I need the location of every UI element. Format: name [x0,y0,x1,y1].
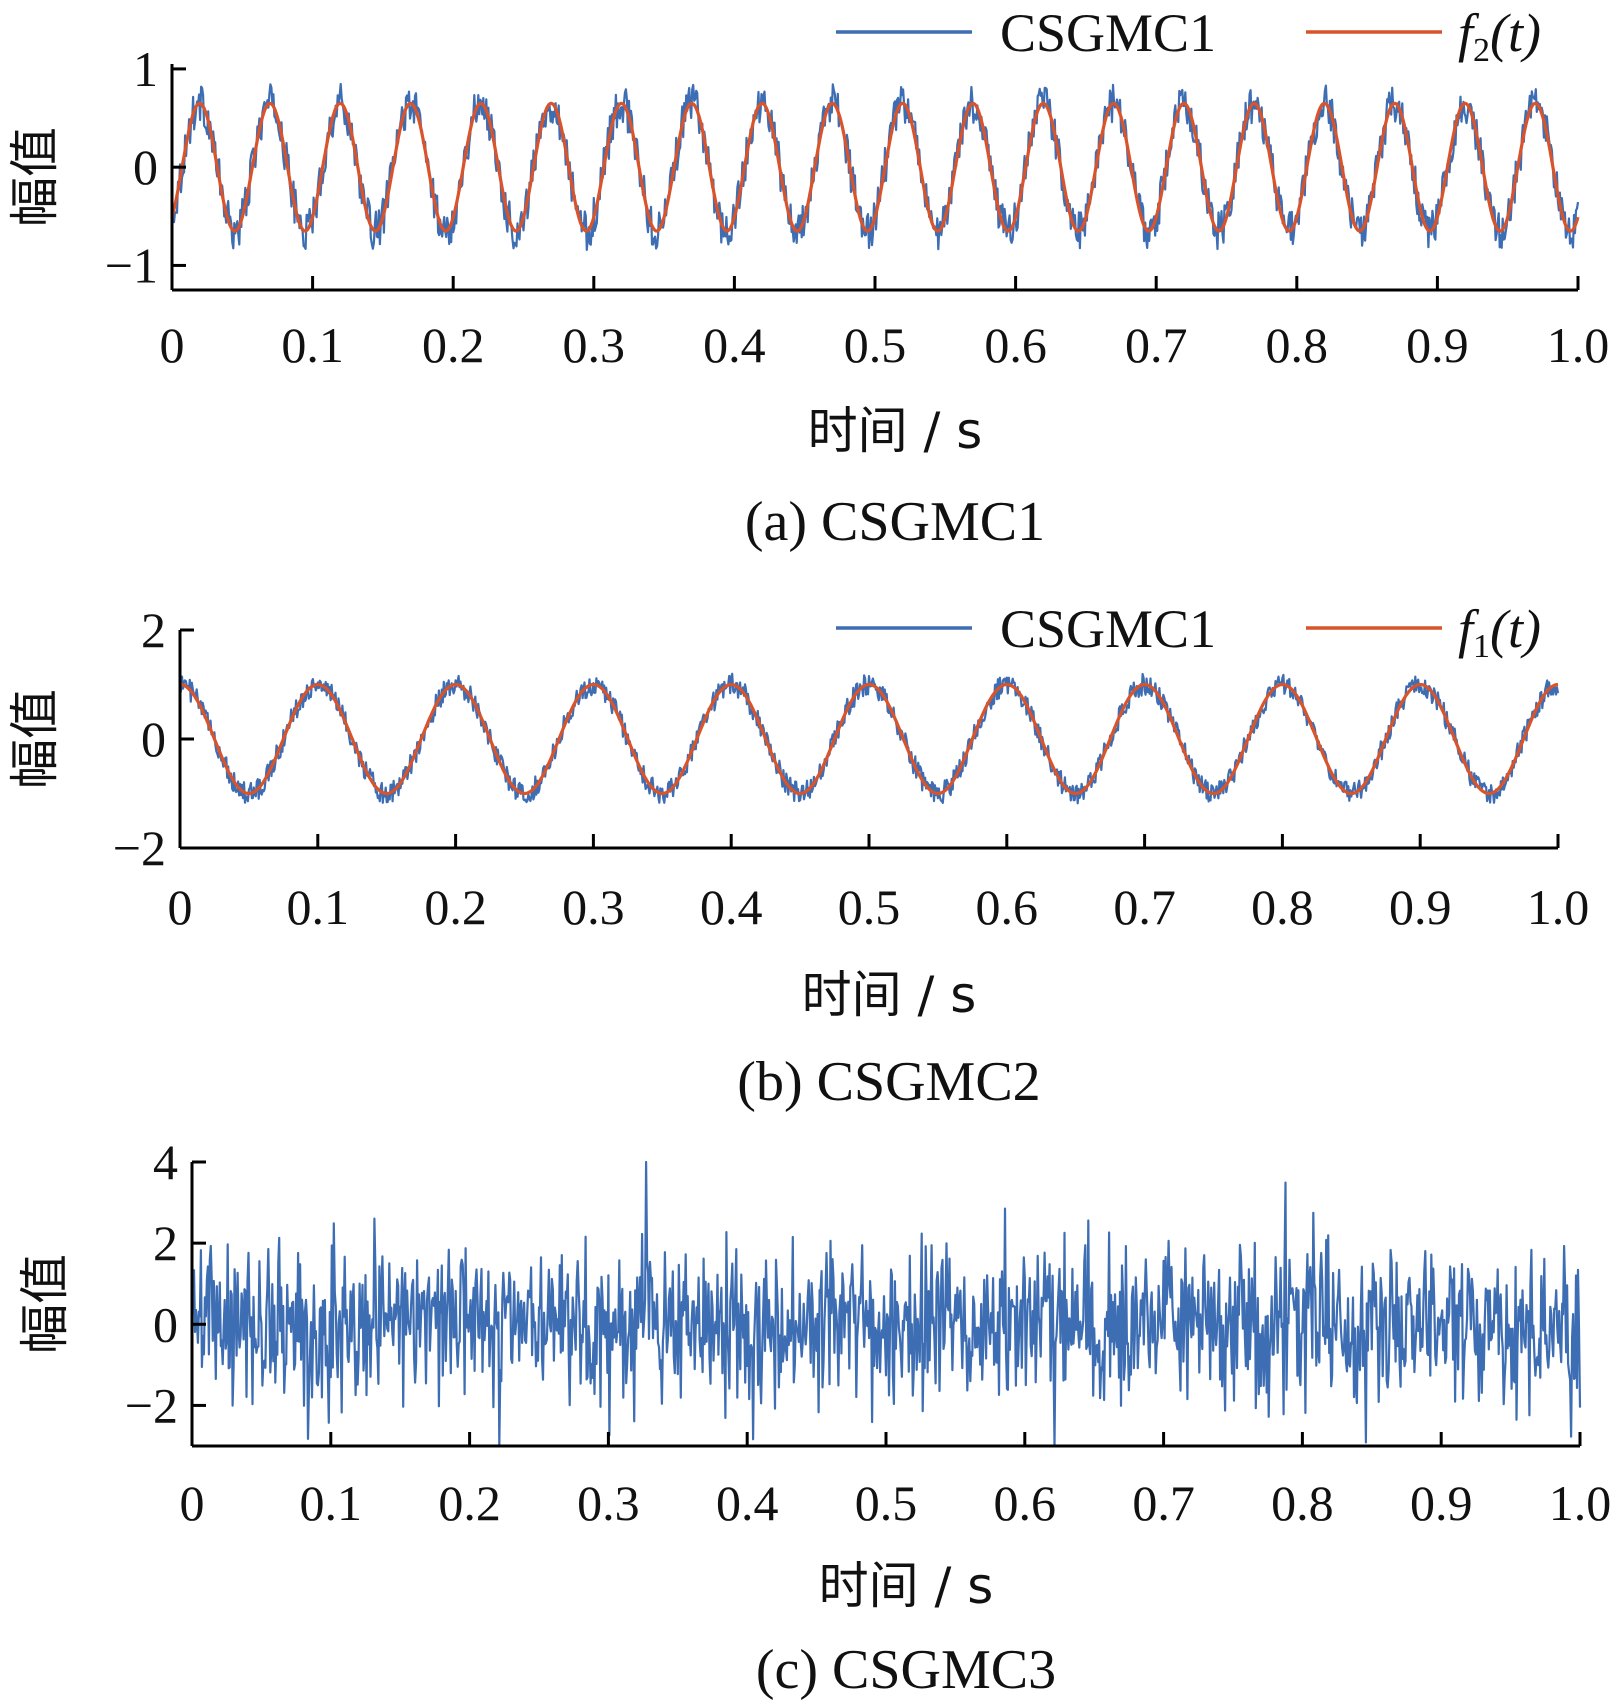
x-axis-label: 时间 / s [808,402,983,460]
x-tick-label: 0.3 [577,1475,640,1531]
x-tick-label: 0.6 [976,879,1039,935]
legend-label: CSGMC1 [1000,599,1216,659]
x-tick-label: 0 [168,879,193,935]
x-axis-label: 时间 / s [802,966,977,1024]
x-tick-label: 0.6 [984,317,1047,373]
panel-caption: (a) CSGMC1 [745,491,1045,553]
x-tick-label: 1.0 [1527,879,1590,935]
legend-label: CSGMC1 [1000,3,1216,63]
y-tick-label: 1 [133,41,158,97]
x-tick-label: 1.0 [1549,1475,1612,1531]
legend: CSGMC1 f2(t) [836,3,1541,69]
x-tick-label: 0.9 [1410,1475,1473,1531]
x-tick-label: 0.1 [300,1475,363,1531]
x-tick-label: 0.9 [1406,317,1469,373]
x-tick-label: 0.7 [1113,879,1176,935]
panel-caption: (c) CSGMC3 [756,1639,1056,1701]
x-tick-label: 0.2 [438,1475,501,1531]
series-line-reference [179,682,1559,796]
y-tick-label: 0 [153,1296,178,1352]
x-tick-label: 0.5 [838,879,901,935]
y-tick-label: −2 [125,1377,178,1433]
x-tick-label: 0.3 [563,317,626,373]
series-line-reference [170,101,1580,233]
legend-label: f2(t) [1458,3,1541,69]
x-tick-label: 0.8 [1271,1475,1334,1531]
x-tick-label: 0.7 [1125,317,1188,373]
x-tick-label: 0.1 [287,879,350,935]
x-tick-label: 0.8 [1251,879,1314,935]
chart-panel-2: 0 0.1 0.2 0.3 0.4 0.5 0.6 0.7 0.8 0.9 1.020−2时间 / … [6,599,1589,1113]
series-line-signal [178,672,1560,805]
y-tick-label: −2 [113,820,166,876]
x-tick-label: 0.4 [703,317,766,373]
x-tick-label: 0.1 [281,317,344,373]
x-tick-label: 0 [180,1475,205,1531]
x-tick-label: 0 [160,317,185,373]
x-tick-label: 0.2 [424,879,487,935]
y-axis-label: 幅值 [6,127,64,227]
x-tick-label: 0.6 [994,1475,1057,1531]
x-tick-label: 0.4 [700,879,763,935]
x-axis-label: 时间 / s [819,1557,994,1615]
y-tick-label: 0 [133,139,158,195]
x-tick-label: 0.5 [855,1475,918,1531]
series-line-signal [190,1160,1582,1448]
x-tick-label: 1.0 [1547,317,1610,373]
y-tick-label: 0 [141,711,166,767]
y-tick-label: 4 [153,1134,178,1190]
panel-caption: (b) CSGMC2 [737,1051,1040,1113]
y-tick-label: −1 [105,237,158,293]
x-tick-label: 0.2 [422,317,485,373]
x-tick-label: 0.3 [562,879,625,935]
x-tick-label: 0.7 [1132,1475,1195,1531]
x-tick-label: 0.9 [1389,879,1452,935]
chart-panel-1: 0 0.1 0.2 0.3 0.4 0.5 0.6 0.7 0.8 0.9 1.010−1时间 / … [6,3,1609,553]
x-tick-label: 0.4 [716,1475,779,1531]
x-tick-label: 0.8 [1266,317,1329,373]
y-tick-label: 2 [153,1215,178,1271]
series-line-signal [171,82,1580,251]
legend-label: f1(t) [1458,599,1541,665]
y-axis-label: 幅值 [16,1254,74,1354]
x-tick-label: 0.5 [844,317,907,373]
y-axis-label: 幅值 [6,689,64,789]
y-tick-label: 2 [141,602,166,658]
legend: CSGMC1 f1(t) [836,599,1541,665]
